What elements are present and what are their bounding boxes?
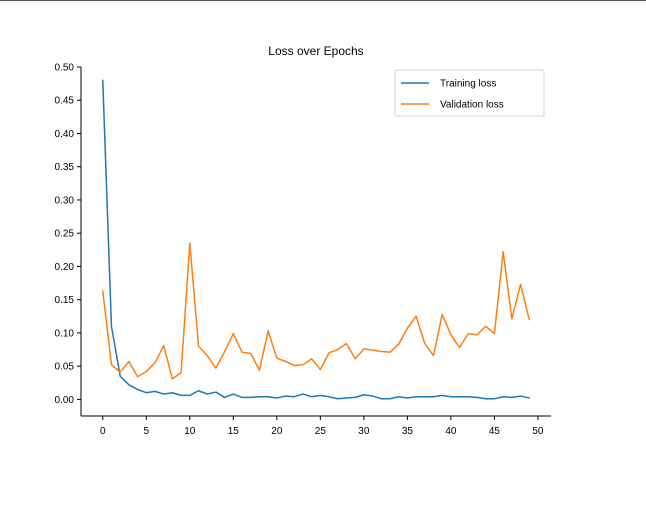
x-tick-label: 15 <box>228 426 240 437</box>
legend-box <box>394 69 545 117</box>
y-tick-label: 0.15 <box>55 295 75 306</box>
y-tick-label: 0.20 <box>55 262 75 273</box>
x-tick-label: 20 <box>271 426 283 437</box>
y-tick-label: 0.50 <box>55 63 75 74</box>
legend-label-training-loss: Training loss <box>440 79 496 90</box>
top-border <box>0 0 646 1</box>
y-tick-label: 0.10 <box>55 328 75 339</box>
x-tick-label: 5 <box>143 426 149 437</box>
x-tick-label: 10 <box>184 426 196 437</box>
y-tick-label: 0.35 <box>55 162 75 173</box>
series-line-training-loss <box>102 79 530 400</box>
x-tick-label: 40 <box>445 426 457 437</box>
legend-label-validation-loss: Validation loss <box>440 100 504 111</box>
x-tick-label: 0 <box>100 426 106 437</box>
legend: Training loss Validation loss <box>394 69 545 117</box>
chart-title: Loss over Epochs <box>268 44 363 58</box>
y-tick-label: 0.25 <box>55 229 75 240</box>
series-group <box>102 79 530 400</box>
x-tick-label: 45 <box>489 426 501 437</box>
y-tick-label: 0.05 <box>55 362 75 373</box>
y-tick-label: 0.30 <box>55 195 75 206</box>
axes: 0.00 0.05 0.10 0.15 0.20 0.25 0.30 0.35 0.40 0.45… <box>55 63 551 437</box>
x-tick-label: 35 <box>402 426 414 437</box>
y-tick-label: 0.45 <box>55 96 75 107</box>
series-line-validation-loss <box>102 242 530 380</box>
x-tick-label: 30 <box>358 426 370 437</box>
y-tick-label: 0.40 <box>55 129 75 140</box>
y-tick-label: 0.00 <box>55 395 75 406</box>
x-tick-label: 50 <box>532 426 544 437</box>
x-tick-label: 25 <box>315 426 327 437</box>
